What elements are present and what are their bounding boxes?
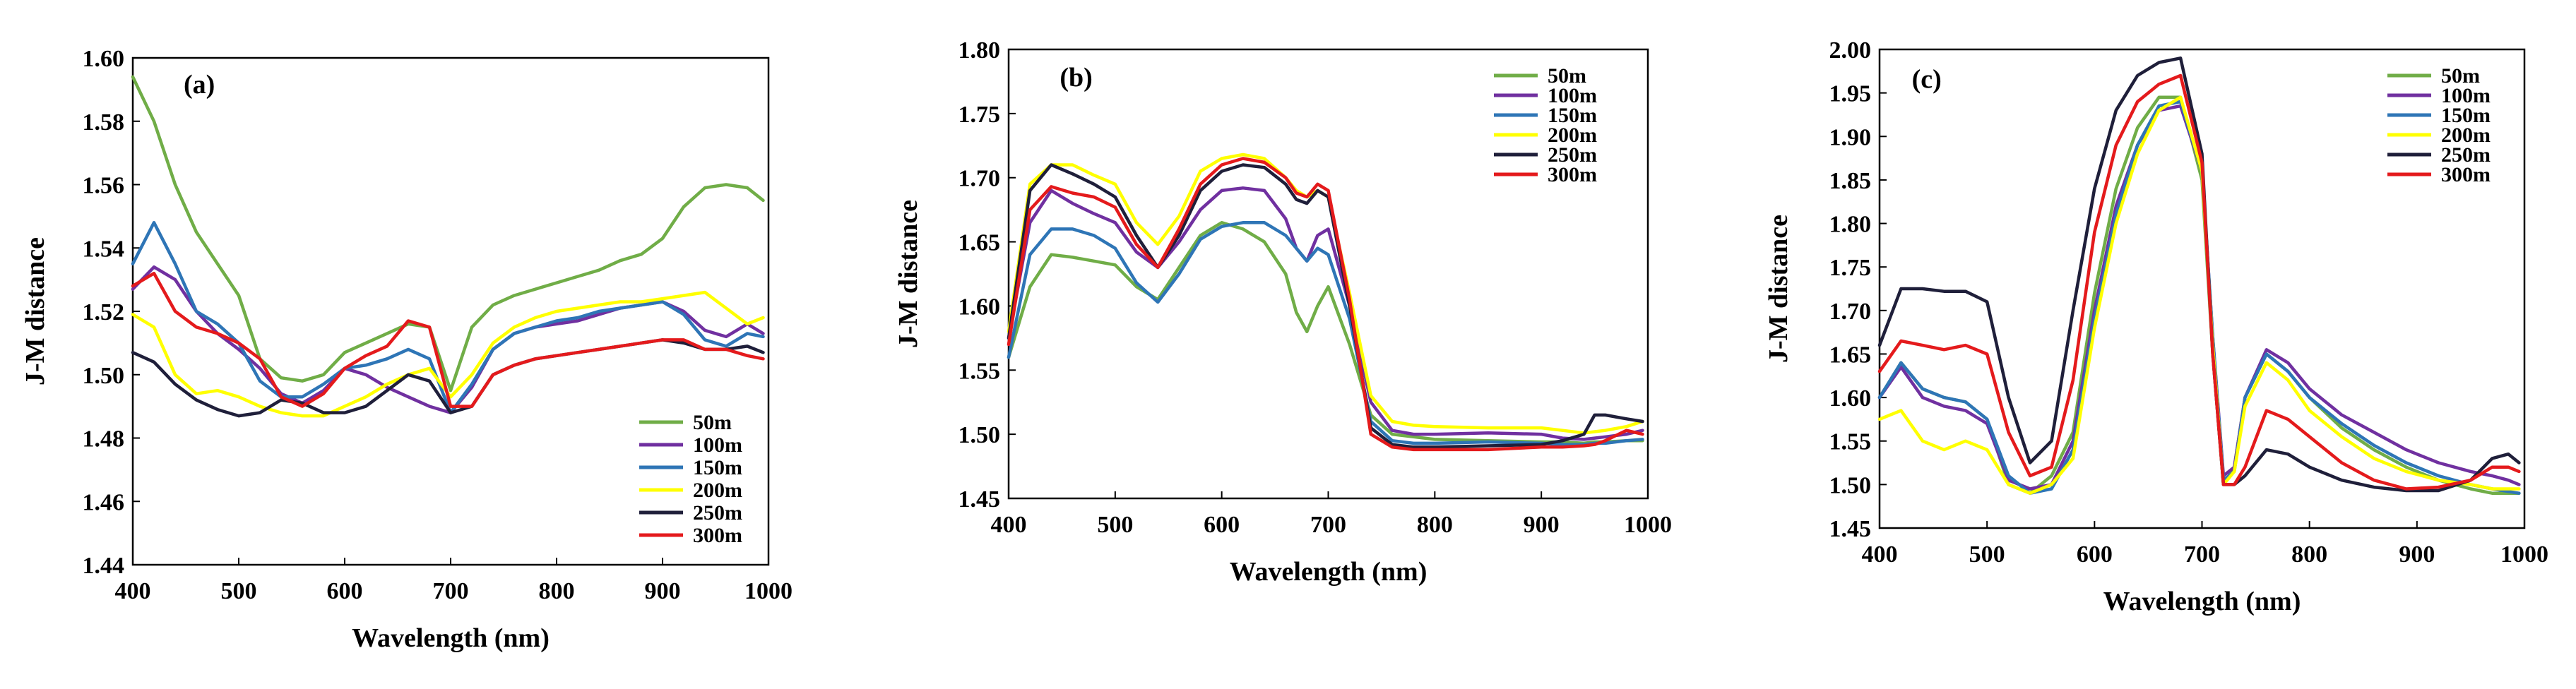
chart-panel-a: 1.44 1.46 1.48 1.50 1.52 1.54 1.56 1.58 1.60 400 5… bbox=[20, 46, 793, 653]
y-tick-label: 1.46 bbox=[83, 489, 125, 515]
series-line-50m bbox=[1007, 221, 1644, 445]
legend-label: 300m bbox=[693, 524, 742, 547]
series-line-250m bbox=[1877, 56, 2521, 493]
series-line-250m bbox=[1007, 163, 1644, 449]
x-tick-label: 400 bbox=[1862, 541, 1898, 568]
x-tick-label: 900 bbox=[645, 578, 681, 604]
y-tick-label: 1.80 bbox=[1829, 212, 1872, 238]
y-tick-label: 1.50 bbox=[83, 363, 125, 389]
x-tick-label: 700 bbox=[433, 578, 469, 604]
legend-label: 300m bbox=[2441, 163, 2491, 186]
series-line-150m bbox=[1007, 221, 1644, 446]
y-tick-label: 1.60 bbox=[83, 46, 125, 72]
y-tick-label: 1.50 bbox=[1829, 472, 1872, 498]
x-tick-label: 600 bbox=[2077, 541, 2113, 568]
x-tick-label: 900 bbox=[2399, 541, 2435, 568]
x-tick-label: 900 bbox=[1524, 512, 1560, 538]
legend-label: 150m bbox=[693, 456, 742, 479]
legend-label: 250m bbox=[1548, 143, 1597, 167]
y-tick-label: 1.54 bbox=[83, 236, 125, 262]
x-axis-label: Wavelength (nm) bbox=[1230, 557, 1428, 587]
legend-label: 100m bbox=[1548, 84, 1597, 107]
x-tick-label: 1000 bbox=[1624, 512, 1672, 538]
legend-label: 250m bbox=[2441, 143, 2491, 167]
y-tick-label: 2.00 bbox=[1829, 37, 1872, 64]
x-tick-label: 600 bbox=[327, 578, 363, 604]
y-tick-label: 1.50 bbox=[958, 422, 1001, 448]
legend-label: 50m bbox=[693, 411, 732, 434]
series-line-300m bbox=[1007, 157, 1644, 452]
x-tick-label: 800 bbox=[539, 578, 575, 604]
x-tick-label: 700 bbox=[2184, 541, 2220, 568]
y-tick-label: 1.44 bbox=[83, 553, 125, 579]
panel-label: (a) bbox=[184, 70, 215, 100]
y-tick-label: 1.48 bbox=[83, 426, 125, 453]
legend-label: 200m bbox=[2441, 124, 2491, 147]
x-tick-label: 400 bbox=[991, 512, 1027, 538]
y-tick-label: 1.60 bbox=[958, 294, 1001, 320]
legend-label: 150m bbox=[2441, 104, 2491, 127]
y-tick-label: 1.75 bbox=[958, 102, 1001, 128]
x-tick-label: 500 bbox=[1097, 512, 1133, 538]
y-tick-label: 1.55 bbox=[958, 358, 1001, 384]
x-tick-label: 600 bbox=[1204, 512, 1240, 538]
series-line-200m bbox=[131, 290, 765, 418]
y-tick-label: 1.95 bbox=[1829, 81, 1872, 107]
y-tick-label: 1.55 bbox=[1829, 429, 1872, 455]
y-tick-label: 1.90 bbox=[1829, 124, 1872, 150]
legend-label: 100m bbox=[2441, 84, 2491, 107]
y-tick-label: 1.52 bbox=[83, 299, 125, 325]
legend-label: 100m bbox=[693, 433, 742, 457]
x-tick-label: 700 bbox=[1310, 512, 1346, 538]
legend-label: 250m bbox=[693, 501, 742, 525]
x-tick-label: 1000 bbox=[744, 578, 793, 604]
x-tick-label: 400 bbox=[115, 578, 151, 604]
y-axis-label: J-M distance bbox=[1764, 215, 1793, 363]
y-tick-label: 1.70 bbox=[958, 166, 1001, 192]
x-tick-label: 1000 bbox=[2500, 541, 2548, 568]
y-tick-label: 1.65 bbox=[1829, 342, 1872, 368]
y-tick-label: 1.75 bbox=[1829, 255, 1872, 281]
series-line-50m bbox=[131, 75, 765, 393]
y-tick-label: 1.45 bbox=[958, 486, 1001, 513]
y-tick-label: 1.70 bbox=[1829, 299, 1872, 325]
y-tick-label: 1.85 bbox=[1829, 168, 1872, 194]
panel-label: (b) bbox=[1060, 63, 1092, 92]
legend-label: 300m bbox=[1548, 163, 1597, 186]
chart-panel-b: 1.45 1.50 1.55 1.60 1.65 1.70 1.75 1.80 400 500 60… bbox=[894, 37, 1672, 587]
y-axis-label: J-M distance bbox=[894, 200, 923, 348]
x-axis-label: Wavelength (nm) bbox=[2103, 587, 2301, 616]
y-axis-label: J-M distance bbox=[20, 237, 50, 385]
y-tick-label: 1.60 bbox=[1829, 385, 1872, 412]
y-tick-label: 1.80 bbox=[958, 37, 1001, 64]
legend-label: 50m bbox=[1548, 64, 1586, 88]
series-line-100m bbox=[1007, 186, 1644, 441]
x-tick-label: 500 bbox=[221, 578, 257, 604]
legend-label: 50m bbox=[2441, 64, 2480, 88]
panel-label: (c) bbox=[1912, 65, 1942, 95]
legend-label: 150m bbox=[1548, 104, 1597, 127]
y-tick-label: 1.65 bbox=[958, 230, 1001, 256]
series-line-300m bbox=[131, 271, 765, 408]
y-tick-label: 1.45 bbox=[1829, 516, 1872, 542]
x-tick-label: 500 bbox=[1969, 541, 2005, 568]
chart-panel-c: 1.45 1.50 1.55 1.60 1.65 1.70 1.75 1.80 1.85 1.90… bbox=[1764, 37, 2548, 616]
series-line-300m bbox=[1877, 73, 2521, 491]
x-tick-label: 800 bbox=[1417, 512, 1453, 538]
x-tick-label: 800 bbox=[2291, 541, 2327, 568]
y-tick-label: 1.58 bbox=[83, 109, 125, 136]
plot-frame bbox=[1878, 48, 2526, 529]
legend-label: 200m bbox=[1548, 124, 1597, 147]
legend-label: 200m bbox=[693, 479, 742, 502]
x-axis-label: Wavelength (nm) bbox=[352, 623, 550, 653]
y-tick-label: 1.56 bbox=[83, 173, 125, 199]
